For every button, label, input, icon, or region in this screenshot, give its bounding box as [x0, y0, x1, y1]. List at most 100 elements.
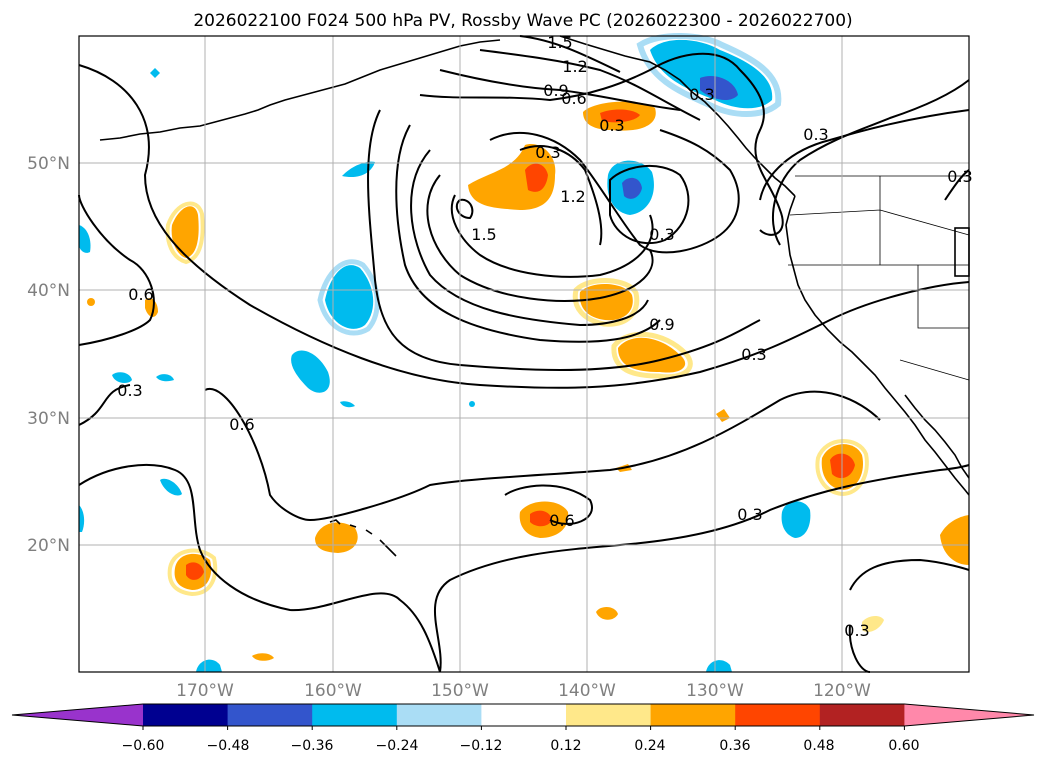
hawaii-islands: [329, 519, 397, 557]
negative-anomaly-alaska-edge: [636, 33, 782, 117]
contour-ridge-loop: [489, 129, 740, 254]
positive-anomaly-171w-18n-ring: [167, 548, 218, 597]
longitude-labels: 170°W 160°W 150°W 140°W 130°W 120°W: [176, 681, 871, 701]
negative-anomaly-160w-49n: [342, 161, 375, 178]
negative-anomaly-left-1: [79, 225, 91, 253]
map-title: 2026022100 F024 500 hPa PV, Rossby Wave …: [193, 11, 852, 31]
colorbar-extend-high: [904, 704, 1034, 726]
negative-anomaly-162w: [291, 350, 330, 393]
positive-anomaly-dot-1: [87, 298, 95, 306]
contour-label: 1.5: [471, 225, 496, 244]
positive-anomaly-right-edge: [940, 515, 969, 565]
contour-label: 0.3: [689, 85, 714, 104]
contour-label: 1.2: [560, 187, 585, 206]
contour-central-1-2: [519, 145, 603, 246]
positive-anomaly-small-a: [716, 409, 730, 422]
contour-label: 0.3: [599, 116, 624, 135]
contour-trough-inner: [455, 198, 474, 220]
lat-label: 50°N: [27, 154, 70, 174]
contour-label: 1.5: [547, 33, 572, 52]
contour-east-loop: [849, 558, 970, 591]
contour-label: 1.2: [562, 57, 587, 76]
contour-labels: 1.5 1.2 0.9 0.6 0.3 0.3 1.2 1.5 0.3 0.3 …: [117, 33, 972, 640]
colorbar-segment: [650, 704, 736, 726]
contour-trough-3: [410, 149, 649, 327]
contour-label: 0.3: [947, 167, 972, 186]
colorbar-tick-label: −0.60: [122, 738, 165, 754]
contour-0-6-south: [204, 387, 881, 522]
baja-california: [904, 394, 970, 479]
alaska-coast: [559, 35, 796, 197]
contour-0-3-ridge: [609, 164, 690, 245]
positive-anomaly-172w: [171, 206, 199, 258]
contour-label: 0.3: [803, 125, 828, 144]
contour-1-2-top: [479, 49, 701, 121]
negative-anomaly-small-1: [112, 372, 132, 383]
contour-label: 0.6: [561, 89, 586, 108]
lon-label: 120°W: [813, 681, 871, 701]
colorbar-segment: [819, 704, 905, 726]
contour-label: 0.9: [543, 81, 568, 100]
colorbar-segment: [143, 704, 229, 726]
latitude-labels: 50°N 40°N 30°N 20°N: [27, 154, 70, 556]
contour-0-3-west: [78, 384, 131, 426]
positive-anomaly-172w-ring: [165, 201, 205, 265]
contour-0-3-outer: [78, 64, 970, 389]
contour-1-5-top: [519, 35, 621, 73]
contour-label: 0.3: [741, 345, 766, 364]
positive-anomaly-137w-12n: [596, 606, 618, 620]
state-borders: [788, 176, 970, 381]
positive-anomaly-35n-ring: [611, 331, 693, 380]
colorbar-ticks: −0.60 −0.48 −0.36 −0.24 −0.12 0.12 0.24 …: [122, 738, 920, 754]
negative-anomaly-central-core: [622, 177, 642, 199]
colorbar-segment: [481, 704, 567, 726]
map-panel: 1.5 1.2 0.9 0.6 0.3 0.3 1.2 1.5 0.3 0.3 …: [78, 33, 973, 673]
contour-0-3-south: [78, 464, 441, 673]
contour-label: 0.3: [117, 381, 142, 400]
colorbar-tick-label: −0.24: [376, 738, 419, 754]
negative-anomaly-small-5: [340, 401, 355, 408]
contour-label: 0.6: [128, 285, 153, 304]
contour-0-3-south-2: [434, 464, 970, 673]
positive-anomaly-small-d: [862, 616, 884, 632]
contour-label: 0.6: [549, 511, 574, 530]
lon-label: 130°W: [686, 681, 744, 701]
colorbar-segment: [396, 704, 482, 726]
colorbar-segment: [227, 704, 313, 726]
colorbar-tick-label: −0.36: [291, 738, 334, 754]
colorbar-tick-label: 0.48: [803, 738, 834, 754]
negative-anomaly-left-2: [79, 505, 85, 532]
colorbar-segment: [735, 704, 821, 726]
lat-label: 20°N: [27, 536, 70, 556]
contour-label: 0.3: [649, 225, 674, 244]
pv-contours: [78, 35, 970, 673]
negative-anomaly-124w-22n: [781, 501, 811, 538]
contour-trough-4: [426, 174, 654, 302]
negative-anomaly-small-2: [160, 478, 182, 496]
positive-anomaly-171w-18n-core: [186, 562, 204, 580]
contour-east-0-3-c: [944, 169, 970, 201]
positive-anomaly-144w-22n-core: [530, 510, 552, 527]
contour-east-0-3: [772, 79, 970, 246]
negative-anomaly-bottom-2: [706, 660, 732, 672]
aleutian-coast: [99, 39, 501, 141]
contour-trough-2: [395, 124, 661, 343]
lon-label: 140°W: [558, 681, 616, 701]
lon-label: 150°W: [431, 681, 489, 701]
colorbar: [11, 703, 1035, 730]
positive-anomaly-35n: [618, 337, 686, 373]
contour-0-6-hawaii: [504, 484, 593, 525]
colorbar-tick-label: 0.12: [550, 738, 581, 754]
colorbar-tick-label: 0.36: [719, 738, 750, 754]
gridlines: [79, 36, 969, 672]
positive-anomaly-central: [468, 144, 556, 210]
negative-anomaly-small-3: [156, 374, 174, 382]
contour-east-0-3-b: [759, 109, 970, 201]
positive-anomaly-central-core: [525, 163, 548, 192]
contour-0-9-top: [439, 69, 681, 111]
positive-anomaly-120w-27n-ring: [815, 439, 869, 497]
map-frame: [78, 35, 970, 673]
negative-anomaly-dot: [469, 401, 475, 407]
contour-east-loop-b: [848, 624, 871, 673]
